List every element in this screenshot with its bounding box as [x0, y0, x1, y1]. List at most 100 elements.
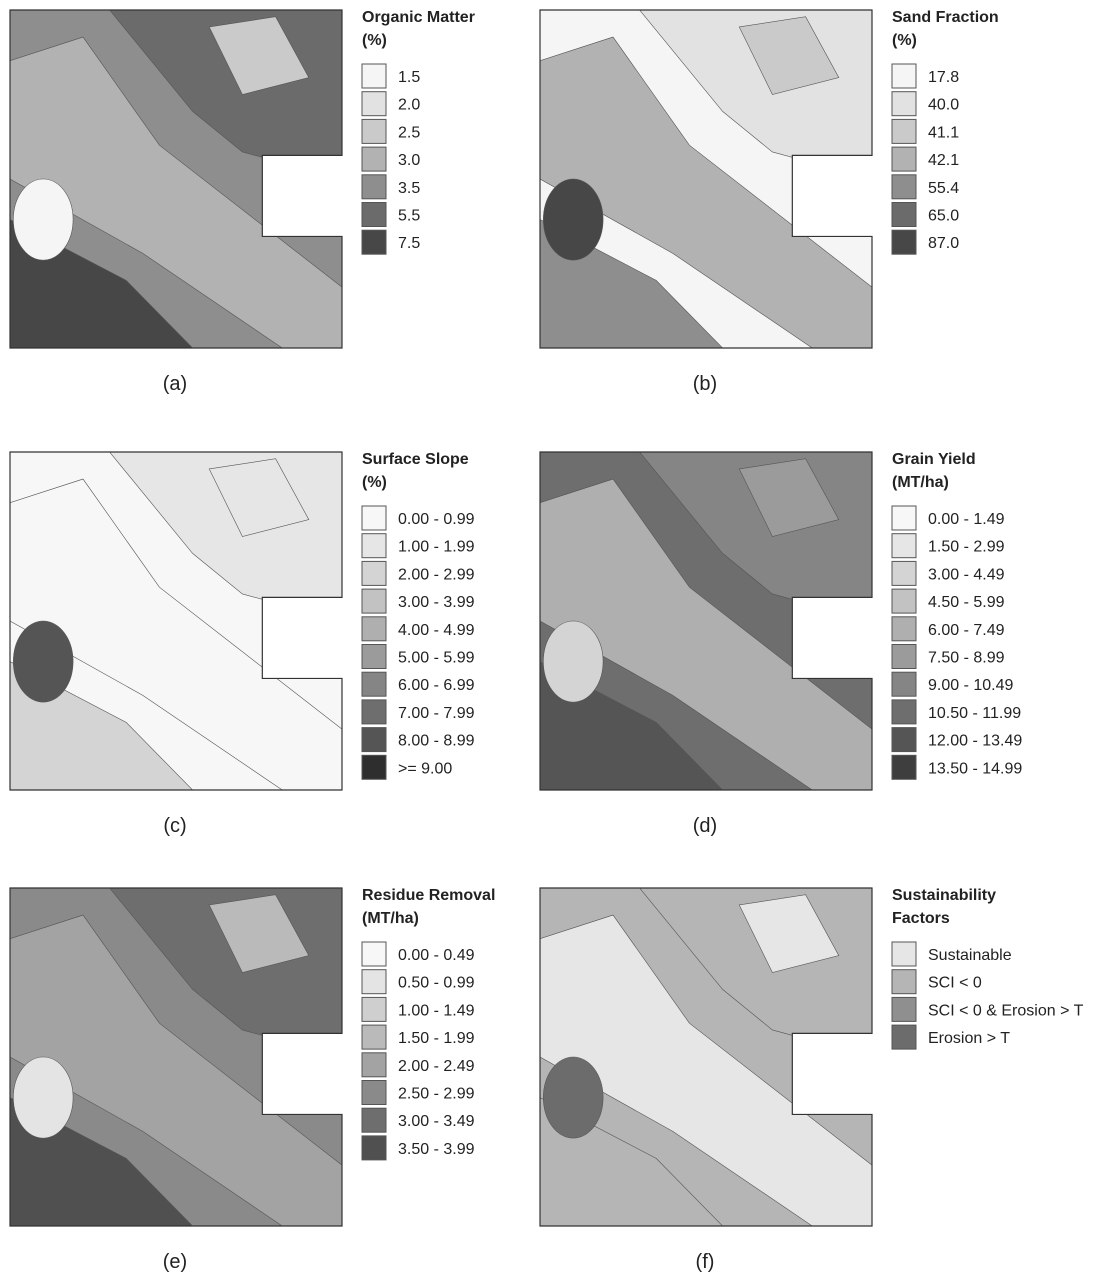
- legend-swatch: [362, 147, 386, 171]
- legend-label: 7.50 - 8.99: [928, 650, 1005, 667]
- legend-label: 5.00 - 5.99: [398, 650, 475, 667]
- legend-swatch: [362, 728, 386, 752]
- panel: Residue Removal (MT/ha) 0.00 - 0.49 0.50 - …: [10, 887, 495, 1272]
- legend-swatch: [362, 1108, 386, 1132]
- legend-swatch: [362, 1136, 386, 1160]
- legend-swatch: [362, 175, 386, 199]
- legend-label: 17.8: [928, 69, 959, 86]
- legend-swatch: [892, 617, 916, 641]
- legend-label: 13.50 - 14.99: [928, 760, 1022, 777]
- legend-swatch: [892, 506, 916, 530]
- legend-swatch: [362, 1053, 386, 1077]
- caption: (e): [163, 1251, 187, 1272]
- legend-title: (%): [362, 32, 387, 49]
- legend-swatch: [892, 119, 916, 143]
- caption: (a): [163, 373, 187, 395]
- map: [540, 452, 872, 790]
- legend-swatch: [362, 672, 386, 696]
- legend-swatch: [892, 970, 916, 994]
- legend-swatch: [892, 92, 916, 116]
- legend-label: 6.00 - 7.49: [928, 622, 1005, 639]
- map-figure: Organic Matter(%)1.52.02.53.03.55.57.5(a…: [0, 0, 1101, 1272]
- legend-swatch: [362, 203, 386, 227]
- legend-label: 4.00 - 4.99: [398, 622, 475, 639]
- legend-label: 0.50 - 0.99: [398, 975, 475, 992]
- legend-swatch: [892, 672, 916, 696]
- map-zone: [13, 621, 73, 702]
- legend-title: (MT/ha): [892, 474, 949, 491]
- legend-label: 2.00 - 2.49: [398, 1058, 475, 1075]
- legend-label: 8.00 - 8.99: [398, 733, 475, 750]
- legend-label: 2.50 - 2.99: [398, 1086, 475, 1103]
- legend-swatch: [892, 755, 916, 779]
- legend-swatch: [362, 64, 386, 88]
- map-zone: [543, 179, 603, 260]
- map-zone: [13, 179, 73, 260]
- legend-swatch: [892, 230, 916, 254]
- legend-swatch: [892, 175, 916, 199]
- legend-title: (MT/ha): [362, 910, 419, 927]
- legend-label: 4.50 - 5.99: [928, 594, 1005, 611]
- legend-swatch: [362, 230, 386, 254]
- legend-label: 2.5: [398, 124, 420, 141]
- legend-label: 0.00 - 0.99: [398, 511, 475, 528]
- legend-swatch: [892, 700, 916, 724]
- map-zone: [543, 621, 603, 702]
- legend-swatch: [892, 645, 916, 669]
- legend-swatch: [362, 997, 386, 1021]
- legend-swatch: [362, 534, 386, 558]
- legend-swatch: [892, 147, 916, 171]
- legend-label: 42.1: [928, 152, 959, 169]
- legend-swatch: [362, 1025, 386, 1049]
- legend-swatch: [892, 534, 916, 558]
- legend-label: 55.4: [928, 180, 959, 197]
- panel: Grain Yield(MT/ha)0.00 - 1.491.50 - 2.99…: [540, 451, 1022, 837]
- legend-label: 2.0: [398, 97, 420, 114]
- legend-label: 1.00 - 1.49: [398, 1002, 475, 1019]
- legend-label: 7.00 - 7.99: [398, 705, 475, 722]
- legend-title: (%): [892, 32, 917, 49]
- map-zone: [543, 1057, 603, 1138]
- legend-label: 2.00 - 2.99: [398, 566, 475, 583]
- legend-label: 1.50 - 1.99: [398, 1030, 475, 1047]
- caption: (d): [693, 815, 717, 837]
- panel: Surface Slope(%)0.00 - 0.991.00 - 1.992.…: [10, 451, 475, 837]
- legend-label: 0.00 - 0.49: [398, 947, 475, 964]
- legend-label: SCI < 0: [928, 975, 982, 992]
- legend-label: 3.5: [398, 180, 420, 197]
- legend-swatch: [892, 1025, 916, 1049]
- legend-label: 3.0: [398, 152, 420, 169]
- caption: (c): [163, 815, 186, 837]
- legend-label: 12.00 - 13.49: [928, 733, 1022, 750]
- legend-label: Erosion > T: [928, 1030, 1010, 1047]
- legend-swatch: [892, 942, 916, 966]
- legend-label: 1.00 - 1.99: [398, 539, 475, 556]
- legend-title: Surface Slope: [362, 451, 469, 468]
- legend-title: Sand Fraction: [892, 9, 999, 26]
- map: [540, 888, 872, 1226]
- legend-label: 0.00 - 1.49: [928, 511, 1005, 528]
- legend-swatch: [362, 561, 386, 585]
- legend-label: 41.1: [928, 124, 959, 141]
- legend-title: Sustainability: [892, 887, 996, 904]
- legend-label: 40.0: [928, 97, 959, 114]
- legend-label: >= 9.00: [398, 760, 452, 777]
- legend-swatch: [362, 589, 386, 613]
- legend-label: 87.0: [928, 235, 959, 252]
- legend-title: Residue Removal: [362, 887, 495, 904]
- panel: Organic Matter(%)1.52.02.53.03.55.57.5(a…: [10, 9, 475, 395]
- legend-swatch: [362, 970, 386, 994]
- legend-swatch: [362, 119, 386, 143]
- figure: Organic Matter(%)1.52.02.53.03.55.57.5(a…: [0, 0, 1101, 1272]
- map: [10, 10, 342, 348]
- legend-label: 1.5: [398, 69, 420, 86]
- legend-swatch: [892, 997, 916, 1021]
- legend-label: 7.5: [398, 235, 420, 252]
- legend-swatch: [892, 64, 916, 88]
- legend-swatch: [892, 589, 916, 613]
- legend-swatch: [362, 755, 386, 779]
- map: [540, 10, 872, 348]
- legend-label: 3.00 - 4.49: [928, 566, 1005, 583]
- legend-label: 5.5: [398, 208, 420, 225]
